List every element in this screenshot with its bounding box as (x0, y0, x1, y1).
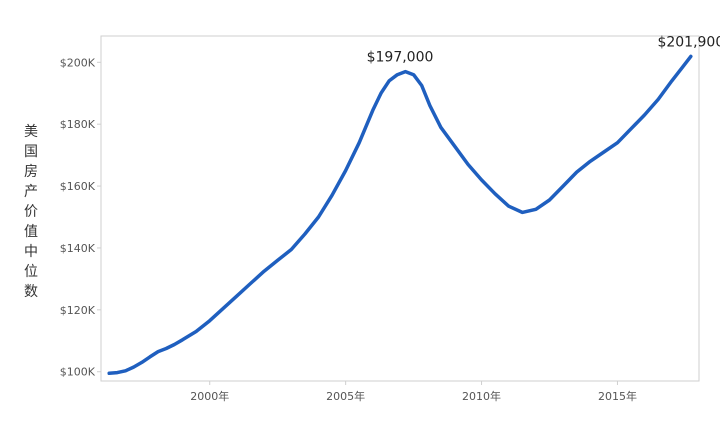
x-tick-label: 2015年 (598, 389, 637, 403)
y-axis-title: 美国房产价值中位数 (22, 122, 40, 302)
y-axis-title-char: 房 (24, 164, 38, 180)
y-axis-title-char: 美 (24, 124, 38, 140)
x-tick-label: 2005年 (326, 389, 365, 403)
y-axis-title-char: 中 (24, 244, 38, 260)
plot-frame (100, 35, 700, 382)
x-axis-ticks: 2000年 2005年 2010年 2015年 (190, 381, 637, 403)
y-tick-label: $160K (60, 180, 96, 193)
y-axis-ticks: $100K $120K $140K $160K $180K $200K (60, 56, 101, 379)
peak-annotation: $201,900 (657, 34, 720, 50)
x-tick-label: 2000年 (190, 389, 229, 403)
x-tick-label: 2010年 (462, 389, 501, 403)
series-line (107, 54, 693, 376)
y-tick-label: $180K (60, 118, 96, 131)
y-tick-label: $200K (60, 56, 96, 69)
y-axis-title-char: 数 (24, 284, 38, 300)
y-axis-title-char: 产 (24, 184, 38, 200)
y-axis-title-char: 国 (24, 144, 38, 160)
annotations: $197,000 $201,900 (367, 34, 720, 65)
peak-annotation: $197,000 (367, 50, 434, 66)
y-axis-title-char: 位 (24, 264, 38, 280)
y-tick-label: $100K (60, 366, 96, 379)
y-axis-title-char: 价 (24, 204, 38, 220)
y-tick-label: $120K (60, 304, 96, 317)
y-axis-title-char: 值 (24, 224, 38, 240)
y-tick-label: $140K (60, 242, 96, 255)
